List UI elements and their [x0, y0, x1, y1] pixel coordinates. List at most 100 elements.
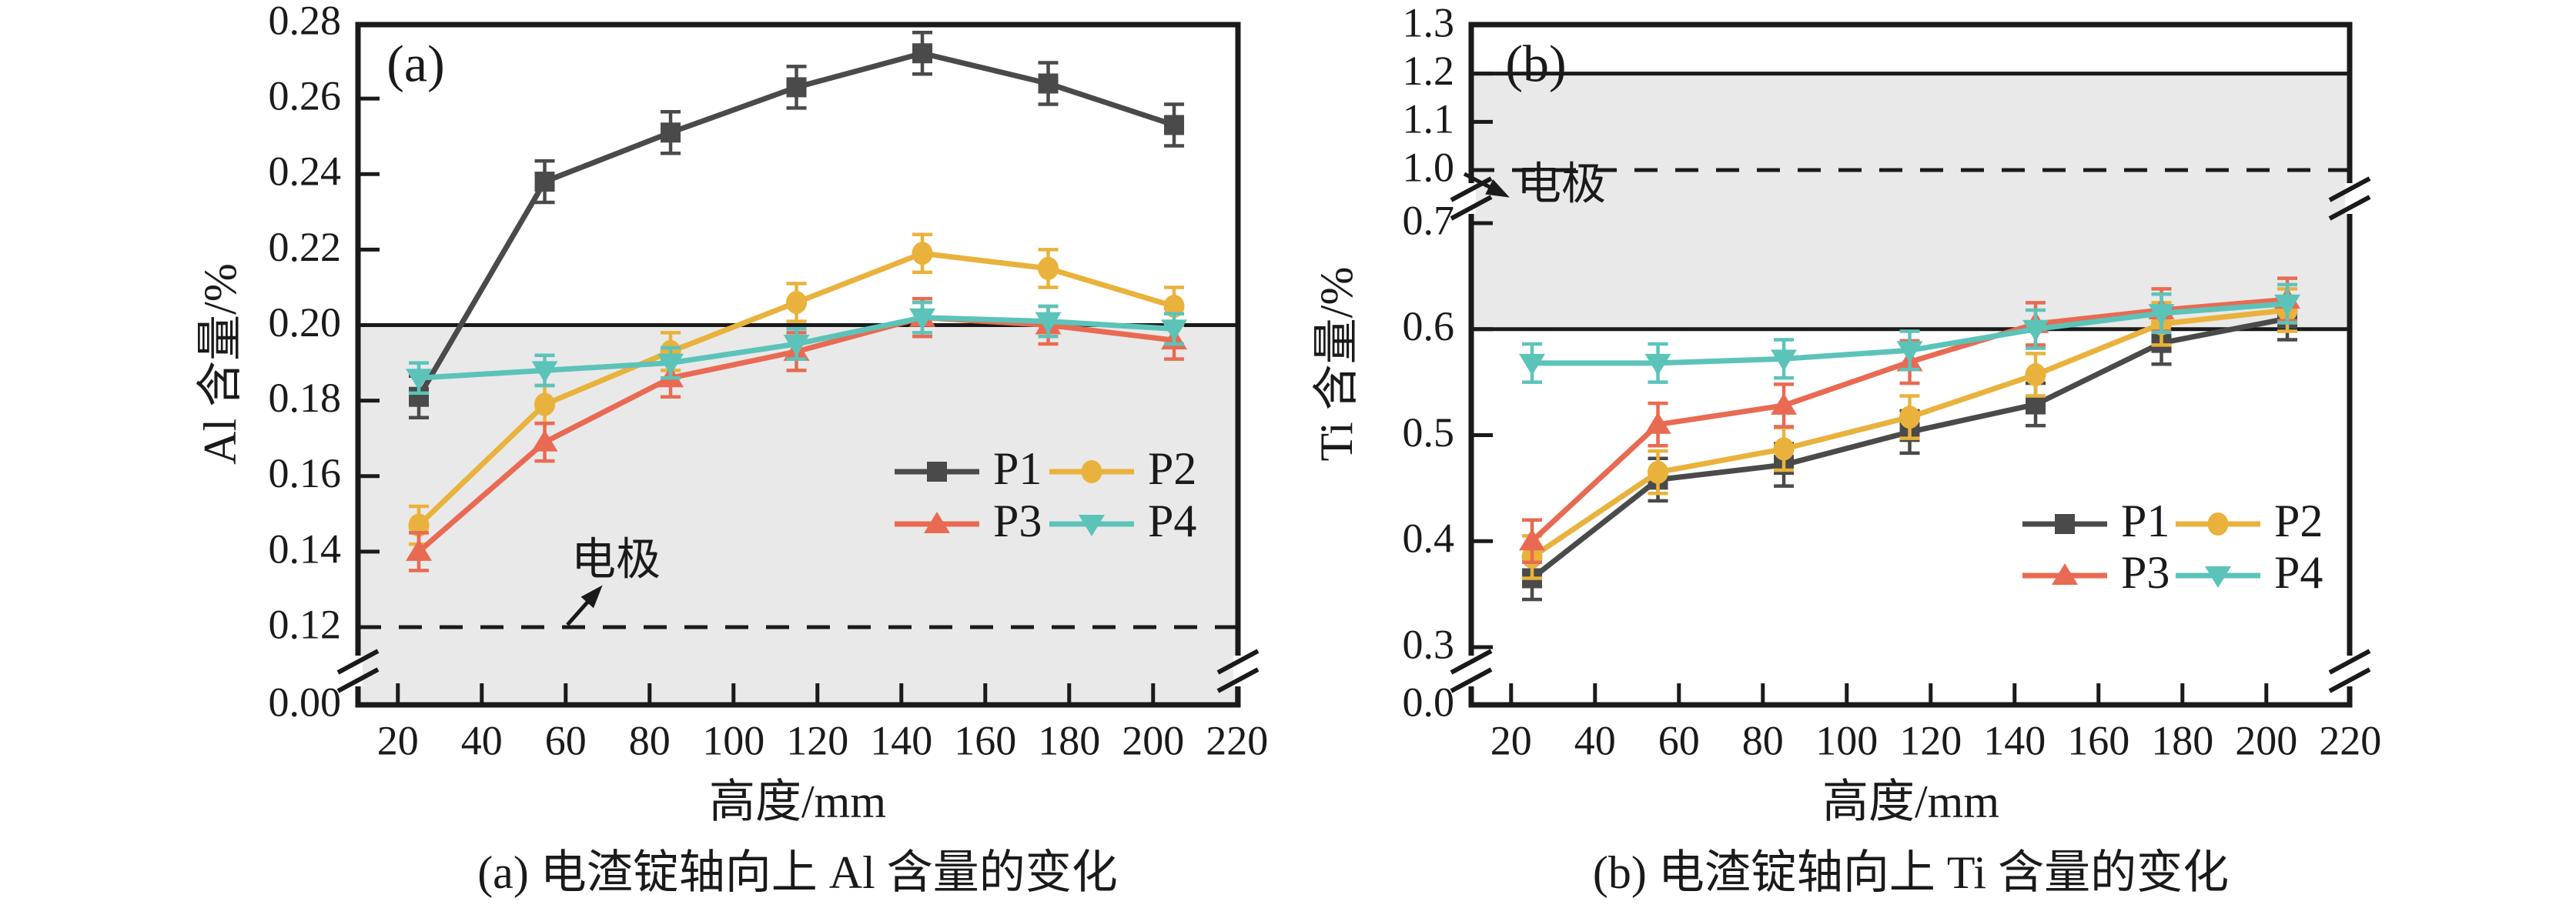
y-tick-label: 0.26	[269, 73, 342, 119]
axes-box	[1468, 22, 2353, 708]
series-marker	[2148, 304, 2175, 326]
panel-b-electrode-label: 电极	[1517, 159, 1606, 209]
series-marker	[1038, 256, 1059, 280]
series-marker	[2274, 294, 2301, 316]
x-tick-label: 40	[1574, 717, 1616, 763]
y-tick-label: 0.28	[269, 0, 342, 43]
x-tick-label: 60	[1658, 717, 1700, 763]
x-tick-label: 160	[2067, 717, 2129, 763]
axis-break-slash	[1450, 649, 1493, 675]
x-tick-label: 220	[2319, 717, 2381, 763]
legend-marker	[927, 462, 947, 482]
x-tick-label: 100	[702, 717, 764, 763]
x-tick-label: 120	[1899, 717, 1962, 763]
series-P4	[406, 300, 1188, 396]
panel-b-y-axis-title: Ti 含量/%	[1311, 267, 1362, 462]
axis-break-slash	[2328, 195, 2371, 221]
y-tick-label: 1.3	[1403, 0, 1455, 45]
shaded-band	[358, 325, 1238, 705]
series-marker	[1161, 319, 1188, 342]
series-marker	[1773, 437, 1795, 461]
annotation-arrow-head	[580, 585, 603, 609]
axis-break-slash	[1450, 195, 1493, 221]
y-tick-label: 0.7	[1403, 197, 1455, 243]
series-marker	[1899, 406, 1921, 429]
series-marker	[531, 429, 558, 452]
legend-label: P3	[2121, 547, 2170, 598]
series-marker	[1519, 529, 1546, 551]
axis-break-slash	[2328, 176, 2371, 202]
x-tick-label: 120	[786, 717, 848, 763]
annotation-arrow-head	[1485, 179, 1510, 198]
series-marker	[1164, 115, 1185, 135]
axis-break-slash	[336, 667, 380, 693]
y-tick-label: 0.22	[269, 224, 342, 270]
series-marker	[909, 308, 936, 330]
series-marker	[1644, 353, 1671, 376]
y-tick-label: 0.24	[269, 149, 342, 195]
x-tick-label: 180	[1038, 717, 1100, 763]
series-marker	[406, 369, 433, 391]
x-tick-label: 100	[1815, 717, 1878, 763]
y-tick-label: 0.4	[1403, 516, 1455, 562]
axis-break-slash	[2328, 649, 2371, 675]
series-marker	[408, 513, 430, 537]
legend-marker	[2207, 512, 2229, 536]
panel-b-x-axis-title: 高度/mm	[1822, 776, 1999, 827]
legend: P1 P2 P3 P4	[2022, 496, 2323, 598]
y-tick-label: 0.6	[1403, 303, 1455, 349]
x-tick-label: 20	[1490, 717, 1532, 763]
y-tick-label: 0.3	[1403, 621, 1455, 667]
chart-b: 0.0 0.3 0.4 0.5 0.6 0.7 1.01.11.21.3 20 40 60 80 10…	[1403, 0, 2382, 763]
series-marker	[786, 291, 808, 315]
legend-marker	[2052, 563, 2078, 585]
series-marker	[1771, 392, 1798, 415]
legend-marker	[1079, 515, 1105, 536]
legend-label: P1	[2121, 496, 2170, 546]
x-tick-label: 140	[870, 717, 932, 763]
y-tick-label: 0.20	[269, 299, 342, 346]
x-tick-label: 80	[1742, 717, 1784, 763]
legend: P1 P2 P3 P4	[895, 443, 1196, 546]
panel-a-y-axis-title: Al 含量/%	[195, 263, 246, 465]
x-tick-label: 200	[2235, 717, 2297, 763]
y-tick-label: 1.2	[1403, 48, 1455, 94]
series-marker	[2022, 319, 2049, 342]
series-marker	[534, 172, 555, 192]
legend-label: P1	[993, 443, 1042, 494]
x-tick-label: 80	[629, 717, 671, 763]
series-marker	[2026, 394, 2046, 415]
series-marker	[912, 43, 933, 64]
panel-a-letter: (a)	[386, 35, 444, 93]
series-P4	[1519, 282, 2301, 384]
x-tick-label: 220	[1206, 717, 1268, 763]
legend-label: P2	[1148, 443, 1196, 494]
series-marker	[661, 122, 681, 143]
y-tick-label: 1.0	[1403, 144, 1455, 190]
axis-break-slash	[336, 649, 380, 675]
x-tick-label: 60	[545, 717, 587, 763]
panel-b-letter: (b)	[1505, 35, 1566, 93]
x-tick-label: 20	[377, 717, 419, 763]
y-tick-label: 0.12	[269, 601, 342, 647]
series-marker	[534, 392, 556, 416]
y-tick-label: 0.16	[269, 450, 342, 496]
series-marker	[1163, 294, 1185, 318]
series-marker	[1035, 312, 1062, 334]
x-tick-label: 140	[1983, 717, 2046, 763]
shaded-band	[1471, 73, 2350, 329]
panel-a-electrode-label: 电极	[571, 534, 661, 584]
series-marker	[1896, 341, 1923, 363]
legend-marker	[2055, 514, 2075, 534]
x-tick-label: 200	[1122, 717, 1184, 763]
y-tick-label: 0.18	[269, 375, 342, 421]
panel-a-x-axis-title: 高度/mm	[709, 776, 886, 827]
axis-break-slash	[1450, 176, 1493, 202]
legend-label: P3	[993, 496, 1042, 546]
series-marker	[1771, 349, 1798, 372]
x-tick-label: 180	[2151, 717, 2213, 763]
legend-label: P4	[1148, 496, 1196, 546]
axis-break-slash	[1216, 649, 1260, 675]
y-tick-label: 0.14	[269, 526, 342, 572]
